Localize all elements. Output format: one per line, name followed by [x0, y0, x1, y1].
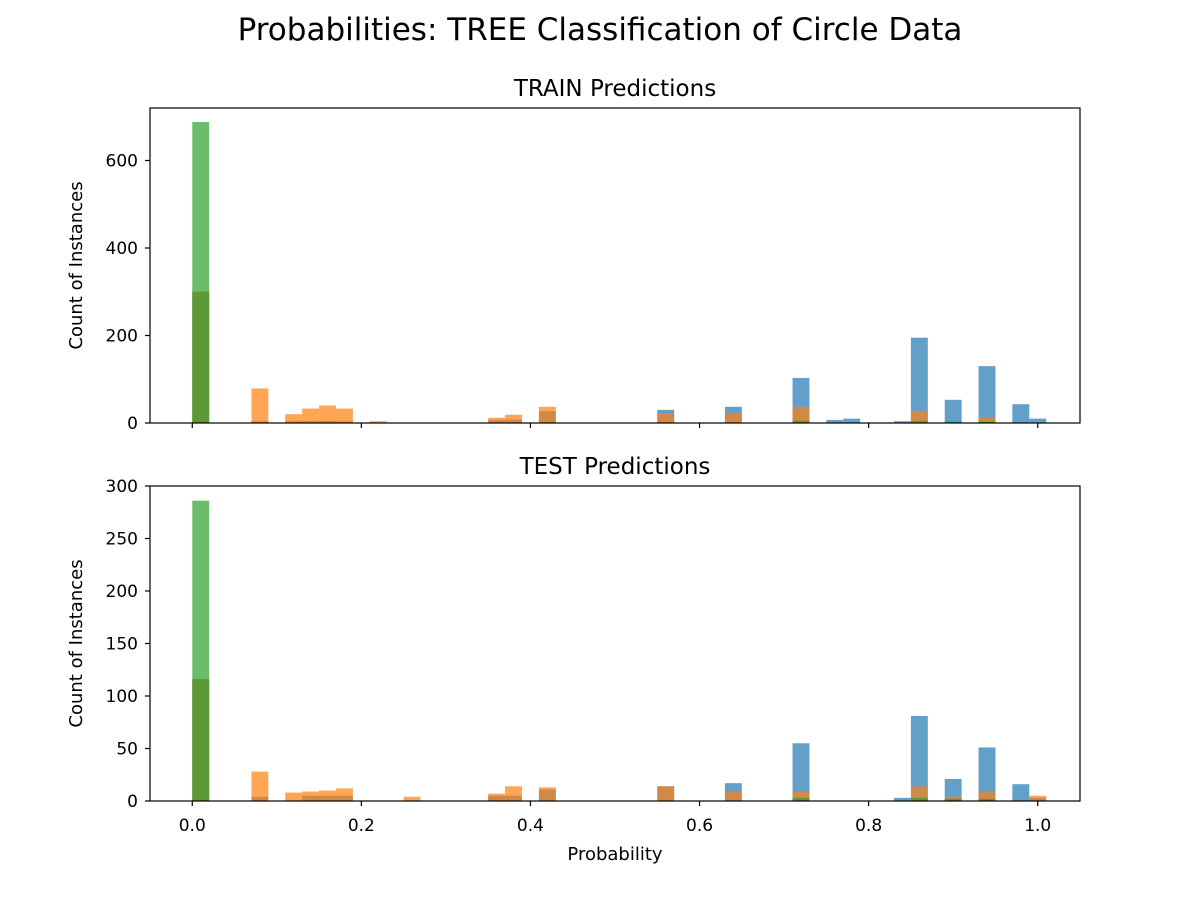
histogram-bar-green [944, 798, 962, 801]
histogram-bar-orange [505, 414, 522, 423]
histogram-bar-orange [978, 417, 996, 423]
histogram-bar-orange [251, 388, 269, 423]
histogram-bar-orange [319, 405, 336, 423]
x-tick-label: 0.2 [348, 816, 375, 836]
histogram-bar-orange [910, 410, 928, 423]
histogram-bar-orange [285, 414, 303, 423]
histogram-bar-blue [826, 419, 844, 423]
histogram-bar-orange [538, 787, 556, 801]
histogram-bar-orange [657, 786, 675, 801]
x-tick-label: 0.4 [517, 816, 544, 836]
y-tick-label: 200 [106, 327, 138, 347]
panel-title: TEST Predictions [519, 454, 711, 480]
histogram-bar-orange [336, 788, 353, 801]
histogram-bar-orange [657, 413, 675, 424]
histogram-bar-orange [302, 408, 320, 423]
x-axis-label: Probability [567, 844, 662, 865]
histogram-bar-green [944, 421, 962, 423]
histogram-bar-blue [910, 337, 928, 423]
histogram-bar-orange [488, 417, 506, 423]
y-tick-label: 300 [106, 477, 138, 497]
y-axis-label: Count of Instances [66, 181, 87, 349]
histogram-bar-blue [894, 797, 911, 801]
histogram-bar-orange [978, 791, 996, 801]
axes-frame [149, 107, 1081, 424]
histogram-bar-green [910, 421, 928, 423]
histogram-bar-green [910, 797, 928, 801]
x-tick-label: 0.0 [179, 816, 206, 836]
histogram-bar-orange [505, 786, 522, 801]
histogram-bar-orange [336, 408, 353, 423]
x-tick-label: 0.8 [855, 816, 882, 836]
histogram-bar-blue [978, 366, 996, 424]
histogram-bar-blue [894, 421, 911, 423]
histogram-bar-green [192, 500, 210, 801]
histogram-bar-blue [1012, 404, 1030, 423]
histogram-bar-blue [792, 743, 810, 801]
test-predictions-panel: TEST Predictions 0 50 100 150 200 250 300 0.0 0.2… [66, 454, 1081, 865]
histogram-bar-orange [302, 791, 320, 801]
y-tick-label: 0 [127, 792, 138, 812]
y-tick-label: 400 [106, 239, 138, 259]
histogram-bar-orange [910, 786, 928, 801]
histogram-bar-green [192, 122, 210, 423]
y-tick-label: 150 [106, 635, 138, 655]
histogram-bar-orange [488, 793, 506, 801]
histogram-bar-blue [910, 715, 928, 801]
y-tick-label: 0 [127, 414, 138, 434]
histogram-bar-blue [944, 399, 962, 423]
histogram-bar-blue [944, 778, 962, 801]
x-tick-label: 1.0 [1024, 816, 1051, 836]
y-tick-label: 600 [106, 152, 138, 172]
histogram-bar-orange [792, 406, 810, 423]
histogram-bar-orange [251, 771, 269, 801]
y-tick-label: 250 [106, 530, 138, 550]
panel-title: TRAIN Predictions [513, 76, 716, 102]
histogram-bar-orange [792, 791, 810, 801]
histogram-bar-orange [724, 413, 742, 424]
train-predictions-panel: TRAIN Predictions 0 200 400 600 Count of Inst… [66, 76, 1081, 434]
histogram-bar-orange [285, 792, 303, 801]
x-tick-label: 0.6 [686, 816, 713, 836]
histogram-bar-orange [319, 790, 336, 801]
y-axis-label: Count of Instances [66, 559, 87, 727]
axes-frame [149, 485, 1081, 802]
histogram-bar-blue [978, 747, 996, 801]
histogram-bar-orange [1029, 795, 1047, 801]
histogram-bar-blue [1012, 784, 1030, 801]
y-tick-label: 200 [106, 582, 138, 602]
histogram-bar-green [792, 797, 810, 801]
histogram-bar-green [792, 420, 810, 423]
y-tick-label: 50 [116, 740, 138, 760]
figure-title: Probabilities: TREE Classification of Ci… [237, 12, 963, 48]
histogram-bar-orange [538, 406, 556, 423]
histogram-bar-green [978, 421, 996, 423]
histogram-bar-blue [843, 418, 861, 424]
y-tick-label: 100 [106, 687, 138, 707]
histogram-bar-orange [724, 791, 742, 801]
histogram-bar-blue [1029, 418, 1047, 424]
histogram-bar-green [978, 798, 996, 801]
histogram-bar-orange [403, 796, 421, 801]
histogram-bar-orange [369, 421, 387, 423]
